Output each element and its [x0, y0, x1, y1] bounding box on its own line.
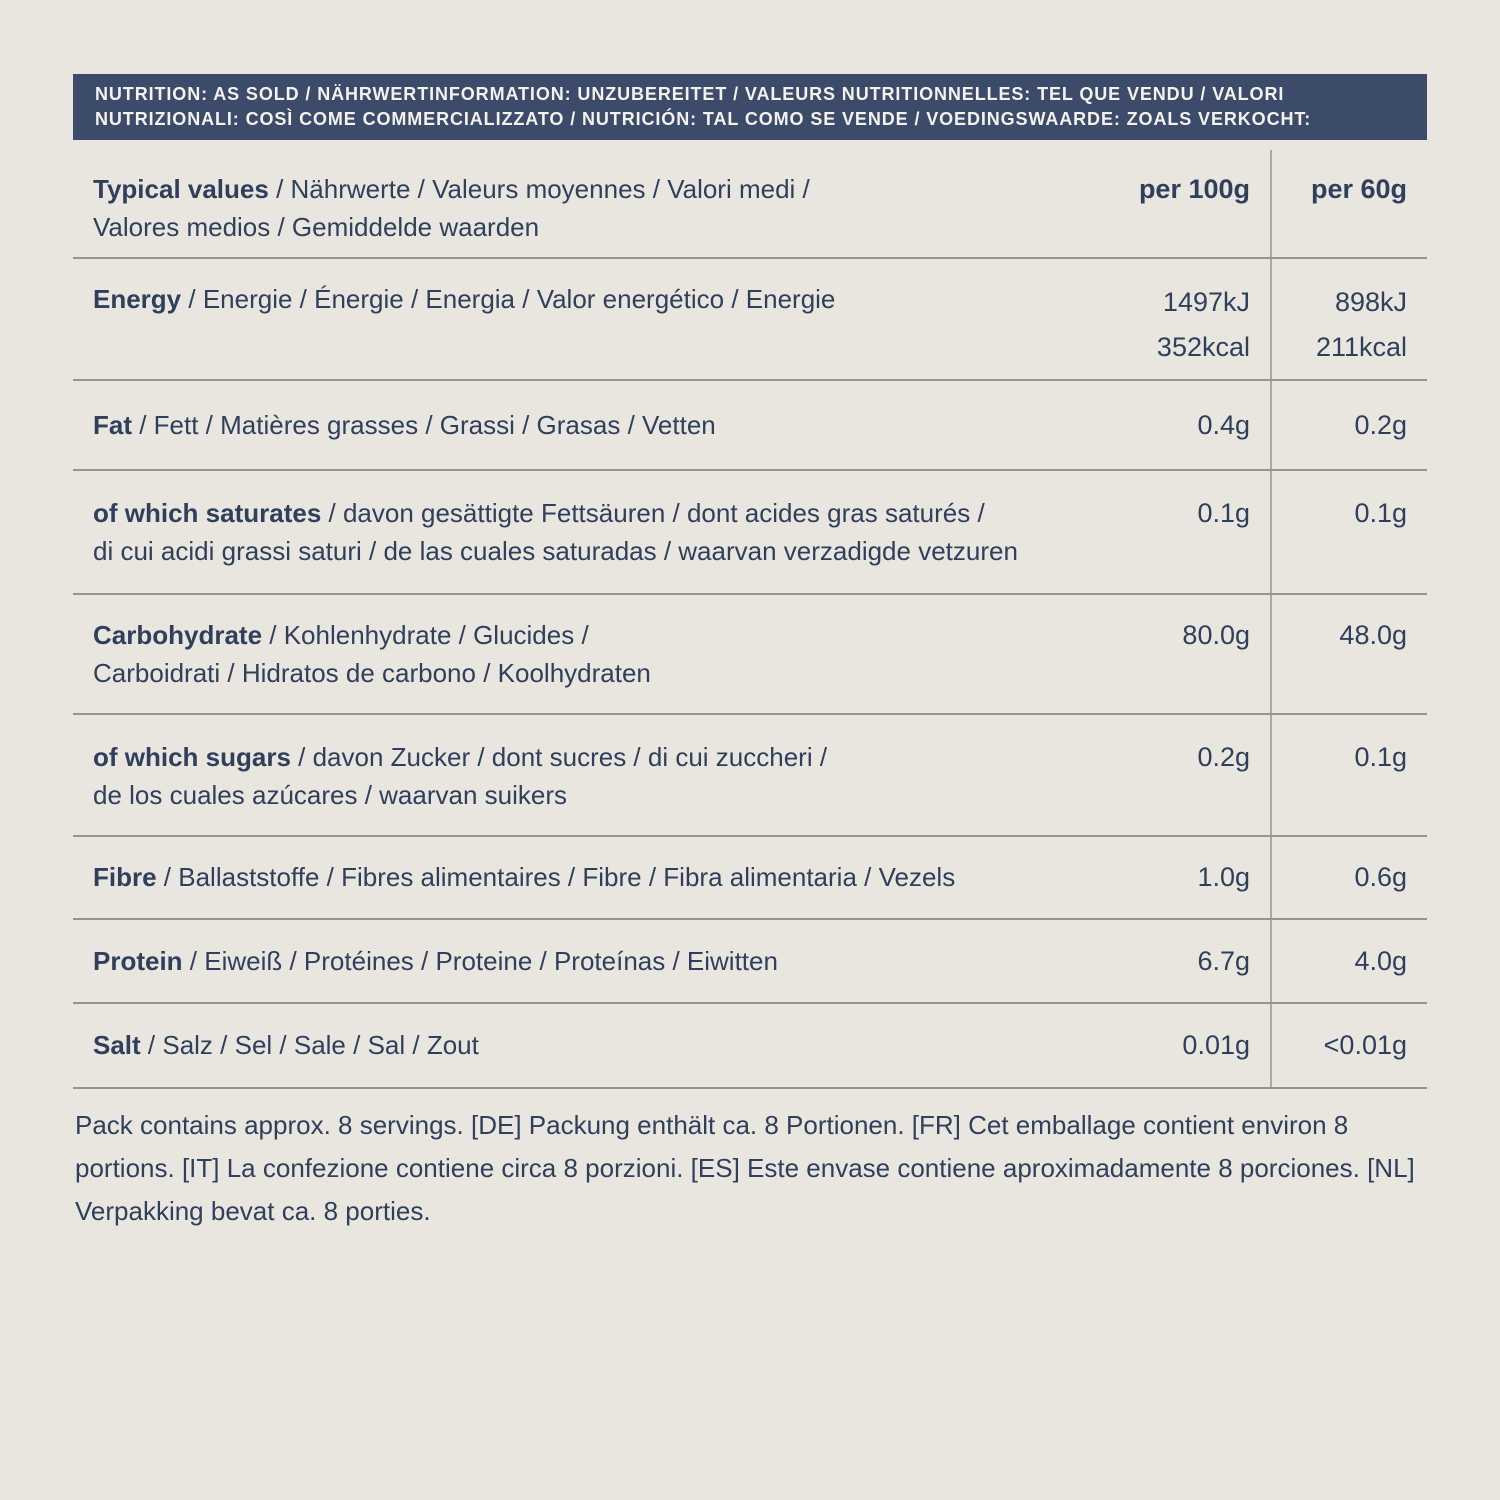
row-label-line1: Salt / Salz / Sel / Sale / Sal / Zout: [93, 1026, 1070, 1064]
typical-values-row: Typical values / Nährwerte / Valeurs moy…: [73, 150, 1427, 259]
row-label-line1: Energy / Energie / Énergie / Energia / V…: [93, 280, 1070, 318]
row-label-bold: Energy: [93, 284, 182, 314]
sugars-per-60g-value: 0.1g: [1354, 742, 1407, 772]
energy-kcal-per-100g: 352kcal: [1156, 332, 1250, 362]
row-label-energy: Energy / Energie / Énergie / Energia / V…: [93, 280, 1070, 318]
row-label-bold: Carbohydrate: [93, 620, 263, 650]
row-label-saturates: of which saturates / davon gesättigte Fe…: [93, 494, 1070, 570]
row-label-translations: / Eiweiß / Protéines / Proteine / Proteí…: [182, 946, 778, 976]
row-label-line1: of which sugars / davon Zucker / dont su…: [93, 738, 1070, 776]
nutrition-header-bar: NUTRITION: AS SOLD / NÄHRWERTINFORMATION…: [73, 74, 1427, 140]
energy-per-60g-value: 898kJ 211kcal: [1270, 280, 1407, 370]
row-sugars: of which sugars / davon Zucker / dont su…: [73, 715, 1427, 837]
salt-per-60g-value: <0.01g: [1323, 1030, 1407, 1060]
row-label-fibre: Fibre / Ballaststoffe / Fibres alimentai…: [93, 858, 1070, 896]
row-label-line1: Typical values / Nährwerte / Valeurs moy…: [93, 170, 1070, 208]
row-label-translations: / davon gesättigte Fettsäuren / dont aci…: [321, 498, 985, 528]
row-label-translations: / Salz / Sel / Sale / Sal / Zout: [140, 1030, 479, 1060]
row-salt: Salt / Salz / Sel / Sale / Sal / Zout 0.…: [73, 1004, 1427, 1089]
saturates-per-60g-value: 0.1g: [1354, 498, 1407, 528]
fat-per-60g-value: 0.2g: [1354, 410, 1407, 440]
fibre-per-100g-value: 1.0g: [1197, 862, 1250, 892]
row-label-translations: / Ballaststoffe / Fibres alimentaires / …: [156, 862, 956, 892]
row-label-fat: Fat / Fett / Matières grasses / Grassi /…: [93, 406, 1070, 444]
row-label-bold: Fat: [93, 410, 132, 440]
row-carbohydrate: Carbohydrate / Kohlenhydrate / Glucides …: [73, 595, 1427, 715]
column-header-per-60g: per 60g: [1310, 174, 1407, 204]
row-label-line2: de los cuales azúcares / waarvan suikers: [93, 780, 568, 810]
energy-kcal-per-60g: 211kcal: [1315, 332, 1407, 362]
row-label-sugars: of which sugars / davon Zucker / dont su…: [93, 738, 1070, 814]
fibre-per-60g-value: 0.6g: [1354, 862, 1407, 892]
energy-kj-per-100g: 1497kJ: [1162, 287, 1250, 317]
row-label-line2: di cui acidi grassi saturi / de las cual…: [93, 536, 1018, 566]
carbohydrate-per-60g-value: 48.0g: [1339, 620, 1407, 650]
carbohydrate-per-100g-value: 80.0g: [1182, 620, 1250, 650]
saturates-per-100g-value: 0.1g: [1197, 498, 1250, 528]
row-label-bold: Fibre: [93, 862, 157, 892]
row-label-line1: Fibre / Ballaststoffe / Fibres alimentai…: [93, 858, 1070, 896]
protein-per-100g-value: 6.7g: [1197, 946, 1250, 976]
row-label-translations: / Fett / Matières grasses / Grassi / Gra…: [132, 410, 716, 440]
row-label-line1: Protein / Eiweiß / Protéines / Proteine …: [93, 942, 1070, 980]
pack-servings-note: Pack contains approx. 8 servings. [DE] P…: [75, 1110, 1415, 1226]
salt-per-100g-value: 0.01g: [1182, 1030, 1250, 1060]
header-line-2: NUTRIZIONALI: COSÌ COME COMMERCIALIZZATO…: [95, 109, 1312, 129]
row-saturates: of which saturates / davon gesättigte Fe…: [73, 471, 1427, 595]
row-label-typical-values: Typical values / Nährwerte / Valeurs moy…: [93, 170, 1070, 246]
column-divider: [1270, 150, 1272, 1089]
energy-kj-per-60g: 898kJ: [1334, 287, 1407, 317]
row-label-bold: Protein: [93, 946, 183, 976]
nutrition-table: Typical values / Nährwerte / Valeurs moy…: [73, 150, 1427, 1089]
row-label-line1: Carbohydrate / Kohlenhydrate / Glucides …: [93, 616, 1070, 654]
row-energy: Energy / Energie / Énergie / Energia / V…: [73, 259, 1427, 381]
row-label-carbohydrate: Carbohydrate / Kohlenhydrate / Glucides …: [93, 616, 1070, 692]
row-label-bold: of which saturates: [93, 498, 322, 528]
row-label-bold: Typical values: [93, 174, 269, 204]
row-label-bold: of which sugars: [93, 742, 291, 772]
row-label-bold: Salt: [93, 1030, 141, 1060]
fat-per-100g-value: 0.4g: [1197, 410, 1250, 440]
row-label-translations: / Kohlenhydrate / Glucides /: [262, 620, 589, 650]
row-label-translations: / Nährwerte / Valeurs moyennes / Valori …: [268, 174, 810, 204]
row-label-line1: Fat / Fett / Matières grasses / Grassi /…: [93, 406, 1070, 444]
protein-per-60g-value: 4.0g: [1354, 946, 1407, 976]
row-protein: Protein / Eiweiß / Protéines / Proteine …: [73, 920, 1427, 1004]
row-fat: Fat / Fett / Matières grasses / Grassi /…: [73, 381, 1427, 471]
row-label-protein: Protein / Eiweiß / Protéines / Proteine …: [93, 942, 1070, 980]
row-label-line2: Valores medios / Gemiddelde waarden: [93, 212, 540, 242]
row-label-line2: Carboidrati / Hidratos de carbono / Kool…: [93, 658, 651, 688]
energy-per-100g-value: 1497kJ 352kcal: [1070, 280, 1270, 370]
row-label-translations: / davon Zucker / dont sucres / di cui zu…: [290, 742, 828, 772]
row-label-salt: Salt / Salz / Sel / Sale / Sal / Zout: [93, 1026, 1070, 1064]
column-header-per-100g: per 100g: [1138, 174, 1250, 204]
row-label-translations: / Energie / Énergie / Energia / Valor en…: [181, 284, 836, 314]
row-fibre: Fibre / Ballaststoffe / Fibres alimentai…: [73, 837, 1427, 920]
header-line-1: NUTRITION: AS SOLD / NÄHRWERTINFORMATION…: [95, 84, 1285, 104]
sugars-per-100g-value: 0.2g: [1197, 742, 1250, 772]
row-label-line1: of which saturates / davon gesättigte Fe…: [93, 494, 1070, 532]
